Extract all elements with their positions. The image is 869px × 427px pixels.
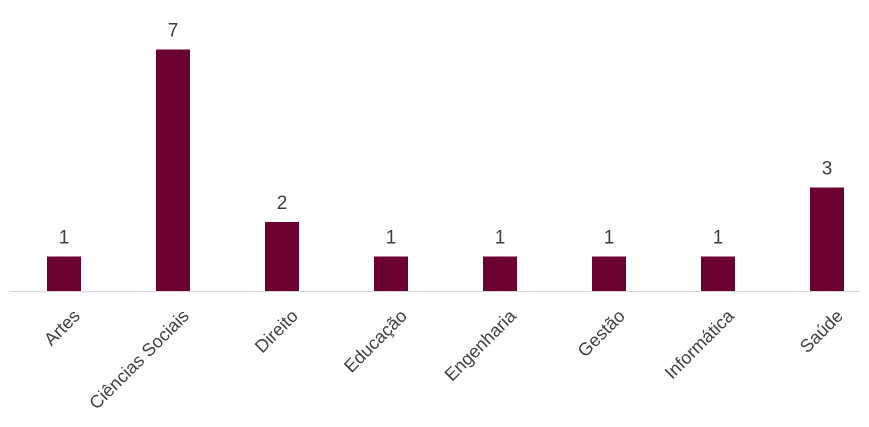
bar-informática <box>701 256 735 291</box>
data-label-educação: 1 <box>386 228 397 249</box>
data-label-artes: 1 <box>59 228 70 249</box>
x-tick-label-gestão: Gestão <box>574 306 629 361</box>
bar-artes <box>47 256 81 291</box>
bar-gestão <box>592 256 626 291</box>
data-label-informática: 1 <box>713 228 724 249</box>
bars-layer <box>47 49 844 291</box>
bar-engenharia <box>483 256 517 291</box>
x-tick-label-saúde: Saúde <box>796 306 847 357</box>
x-tick-labels-layer: Artes Ciências Sociais Direito Educação Enge… <box>40 305 847 413</box>
x-tick-label-engenharia: Engenharia <box>441 305 521 385</box>
bar-educação <box>374 256 408 291</box>
data-labels-layer: 1 7 2 1 1 1 1 3 <box>59 21 833 249</box>
bar-direito <box>265 222 299 291</box>
data-label-gestão: 1 <box>604 228 615 249</box>
x-tick-label-informática: Informática <box>661 305 739 383</box>
x-tick-label-ciências-sociais: Ciências Sociais <box>85 306 193 414</box>
data-label-ciências-sociais: 7 <box>168 21 179 42</box>
data-label-saúde: 3 <box>822 159 833 180</box>
x-tick-label-direito: Direito <box>251 306 302 357</box>
x-tick-label-artes: Artes <box>40 306 84 350</box>
bar-ciências-sociais <box>156 49 190 291</box>
bar-saúde <box>810 187 844 291</box>
x-tick-label-educação: Educação <box>340 306 411 377</box>
data-label-engenharia: 1 <box>495 228 506 249</box>
data-label-direito: 2 <box>277 193 288 214</box>
